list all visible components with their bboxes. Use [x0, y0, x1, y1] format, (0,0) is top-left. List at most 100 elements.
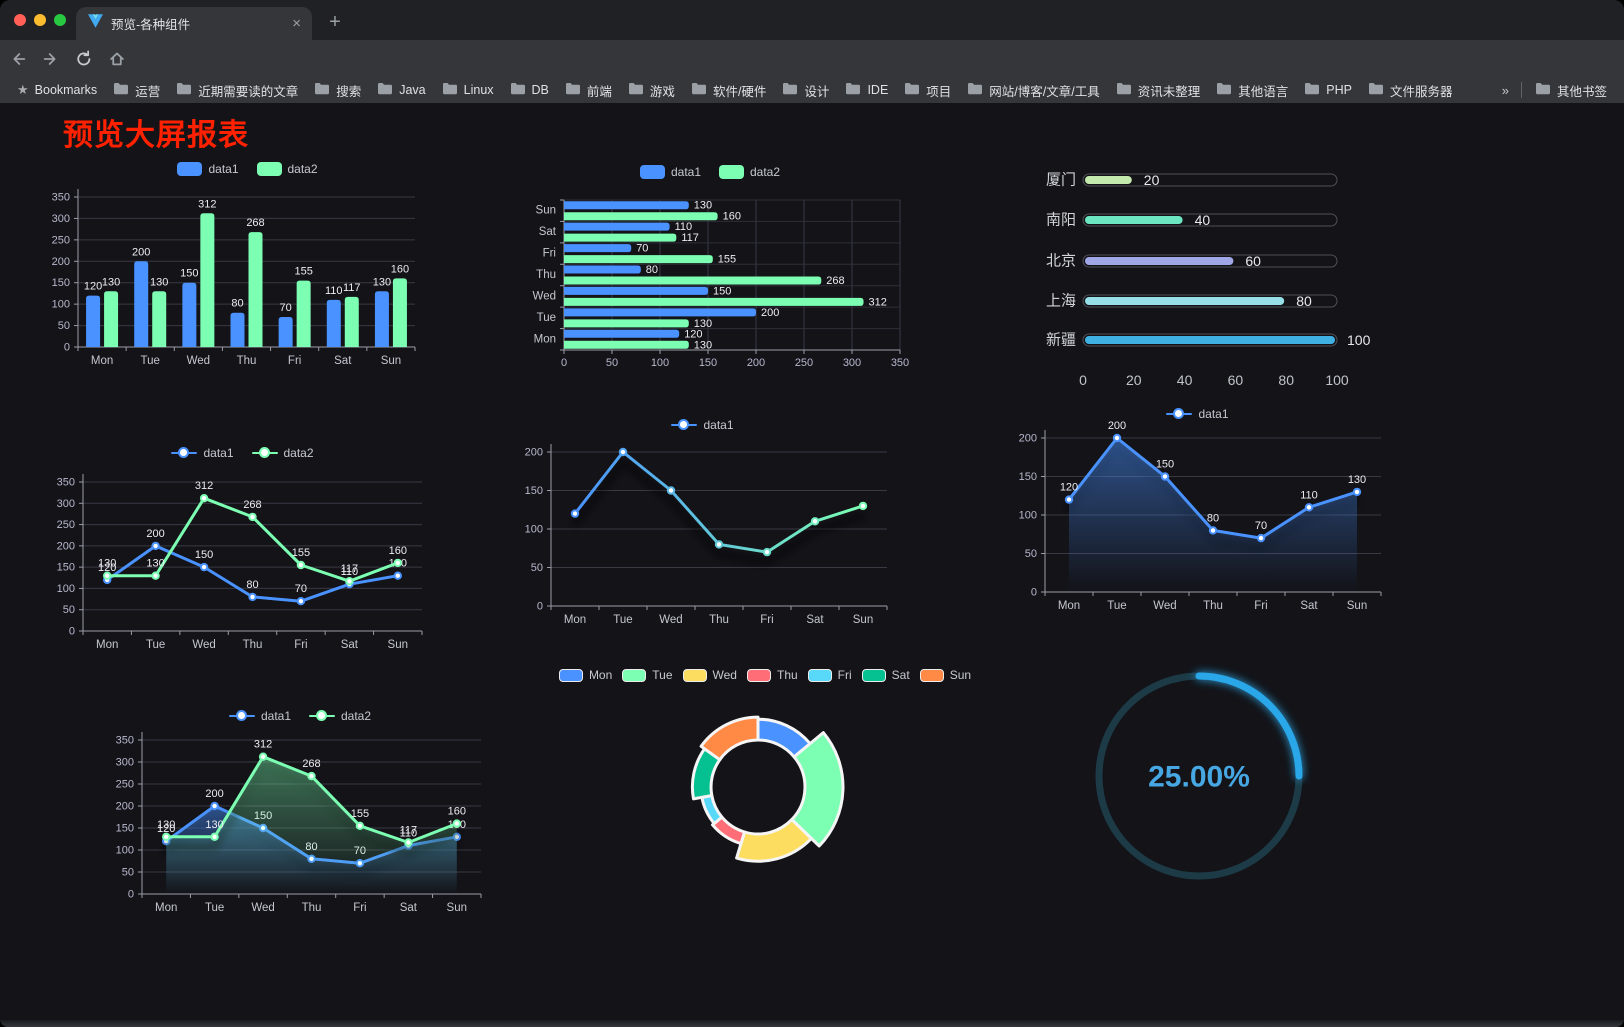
back-icon[interactable] [3, 44, 33, 74]
bookmark-folder[interactable]: 游戏 [621, 79, 682, 102]
legend-item[interactable]: data1 [671, 418, 734, 432]
legend-item[interactable]: Thu [746, 668, 798, 682]
chart-line-area-double[interactable]: 0 50 100 150 200 250 300 350 Mon Tue Wed Thu Fri Sat S… [100, 700, 500, 920]
legend-item[interactable]: data1 [228, 709, 291, 723]
svg-text:120: 120 [684, 328, 702, 340]
chart-line-gradient[interactable]: 0 50 100 150 200 Mon Tue Wed Thu Fri Sat Sun data1 [505, 395, 900, 630]
folder-icon [176, 82, 192, 98]
chart-canvas: 0 50 100 150 200 250 300 350 Mon Tue Wed Thu Fri Sat S… [52, 189, 416, 367]
chart-gauge-progress[interactable]: 25.00% [1085, 660, 1315, 900]
legend-item[interactable]: data1 [171, 446, 234, 460]
svg-text:160: 160 [391, 263, 409, 275]
bookmark-folder[interactable]: 文件服务器 [1361, 79, 1460, 102]
legend-line-icon [171, 446, 198, 460]
svg-text:80: 80 [231, 298, 243, 310]
svg-text:312: 312 [254, 739, 272, 751]
svg-text:150: 150 [52, 277, 70, 289]
chart-bar-grouped[interactable]: 0 50 100 150 200 250 300 350 Mon Tue Wed Thu Fri Sat S… [40, 148, 455, 373]
bookmark-folder[interactable]: 其他语言 [1209, 79, 1295, 102]
bookmark-folder[interactable]: 搜索 [307, 79, 368, 102]
legend-item[interactable]: Sat [861, 668, 910, 682]
bookmark-folder[interactable]: 网站/博客/文章/工具 [960, 79, 1106, 102]
bookmark-folder[interactable]: DB [503, 80, 556, 100]
bookmark-folder[interactable]: 软件/硬件 [684, 79, 773, 102]
svg-text:Tue: Tue [146, 639, 165, 651]
browser-tab[interactable]: 预览-各种组件 × [76, 7, 312, 40]
svg-text:160: 160 [723, 211, 741, 223]
svg-text:250: 250 [52, 234, 70, 246]
legend-item[interactable]: data2 [719, 165, 780, 179]
legend-item[interactable]: data1 [1166, 407, 1229, 421]
legend-item[interactable]: Fri [807, 668, 852, 682]
svg-text:80: 80 [246, 579, 258, 591]
legend-swatch [807, 668, 832, 682]
bookmark-folder[interactable]: 近期需要读的文章 [169, 79, 305, 102]
folder-icon [565, 82, 581, 98]
legend-item[interactable]: data1 [639, 165, 701, 179]
bookmark-folder[interactable]: PHP [1297, 80, 1359, 100]
bookmark-folder[interactable]: 前端 [558, 79, 619, 102]
svg-text:Tue: Tue [205, 902, 224, 914]
chart-canvas: 0 50 100 150 200 250 300 350 Mon Tue Wed Thu Fri Sat S… [57, 474, 423, 651]
chart-bar-horizontal[interactable]: 0 50 100 150 200 250 300 350 Sun 130 160 Sat 110 117 F… [510, 150, 910, 372]
legend-item[interactable]: data2 [251, 446, 314, 460]
bookmark-folder[interactable]: 项目 [897, 79, 958, 102]
svg-text:上海: 上海 [1046, 293, 1076, 310]
svg-text:100: 100 [1347, 332, 1371, 348]
legend-item[interactable]: data1 [177, 162, 239, 176]
reload-icon[interactable] [69, 44, 99, 74]
chart-line-basic[interactable]: 0 50 100 150 200 250 300 350 Mon Tue Wed Thu Fri Sat S… [45, 430, 440, 656]
tab-close-icon[interactable]: × [292, 15, 301, 32]
svg-text:130: 130 [1348, 474, 1366, 486]
svg-text:Fri: Fri [294, 639, 307, 651]
maximize-window-button[interactable] [54, 14, 66, 26]
svg-text:70: 70 [1255, 520, 1267, 532]
svg-text:130: 130 [98, 558, 116, 570]
svg-text:40: 40 [1177, 372, 1193, 388]
legend-swatch [177, 162, 203, 176]
close-window-button[interactable] [14, 14, 26, 26]
chart-line-area[interactable]: 0 50 100 150 200 Mon Tue Wed Thu Fri Sat Sun 120 200 1… [1000, 385, 1395, 620]
legend-item[interactable]: Mon [558, 668, 612, 682]
legend-item[interactable]: data2 [256, 162, 318, 176]
legend-item[interactable]: data2 [309, 709, 371, 723]
forward-icon[interactable] [36, 44, 66, 74]
svg-text:268: 268 [243, 499, 261, 511]
svg-text:150: 150 [1156, 459, 1174, 471]
bookmark-folder[interactable]: IDE [838, 80, 895, 100]
svg-text:200: 200 [747, 357, 765, 369]
legend-item[interactable]: Sun [919, 668, 971, 682]
svg-text:300: 300 [843, 357, 861, 369]
bookmark-folder[interactable]: 资讯未整理 [1109, 79, 1208, 102]
legend-line-icon [671, 418, 698, 432]
svg-text:Sat: Sat [341, 639, 359, 651]
chart-rose-pie[interactable]: Mon Tue Wed Thu Fri Sat Sun [555, 660, 975, 900]
folder-icon [782, 82, 798, 98]
legend-item[interactable]: Tue [622, 668, 673, 682]
other-bookmarks[interactable]: 其他书签 [1528, 79, 1614, 102]
bookmark-folder[interactable]: Linux [435, 80, 501, 100]
svg-text:350: 350 [52, 192, 70, 204]
legend-line-icon [228, 709, 255, 723]
tab-favicon [88, 14, 103, 33]
legend-item[interactable]: Wed [682, 668, 737, 682]
svg-text:117: 117 [400, 825, 418, 837]
svg-text:110: 110 [325, 285, 343, 297]
new-tab-button[interactable]: + [329, 10, 341, 33]
home-icon[interactable] [102, 44, 132, 74]
bookmarks-root[interactable]: ★ Bookmarks [10, 80, 104, 100]
bookmark-folder[interactable]: 运营 [106, 79, 167, 102]
folder-icon [691, 82, 707, 98]
svg-text:Wed: Wed [251, 902, 274, 914]
bookmark-folder[interactable]: 设计 [775, 79, 836, 102]
svg-text:150: 150 [57, 562, 75, 574]
chart-capsule-bars[interactable]: 厦门 20 南阳 40 北京 60 上海 80 新疆 100 0 20 40 60 80 100 [1035, 165, 1375, 395]
svg-text:120: 120 [98, 562, 116, 574]
svg-text:250: 250 [57, 519, 75, 531]
chart-canvas: 0 50 100 150 200 Mon Tue Wed Thu Fri Sat Sun 120 200 1… [1019, 420, 1382, 612]
minimize-window-button[interactable] [34, 14, 46, 26]
bookmarks-overflow-chevron[interactable]: » [1501, 82, 1509, 98]
bookmark-folder[interactable]: Java [370, 80, 432, 100]
svg-text:Tue: Tue [1107, 600, 1126, 612]
svg-text:117: 117 [343, 282, 361, 294]
